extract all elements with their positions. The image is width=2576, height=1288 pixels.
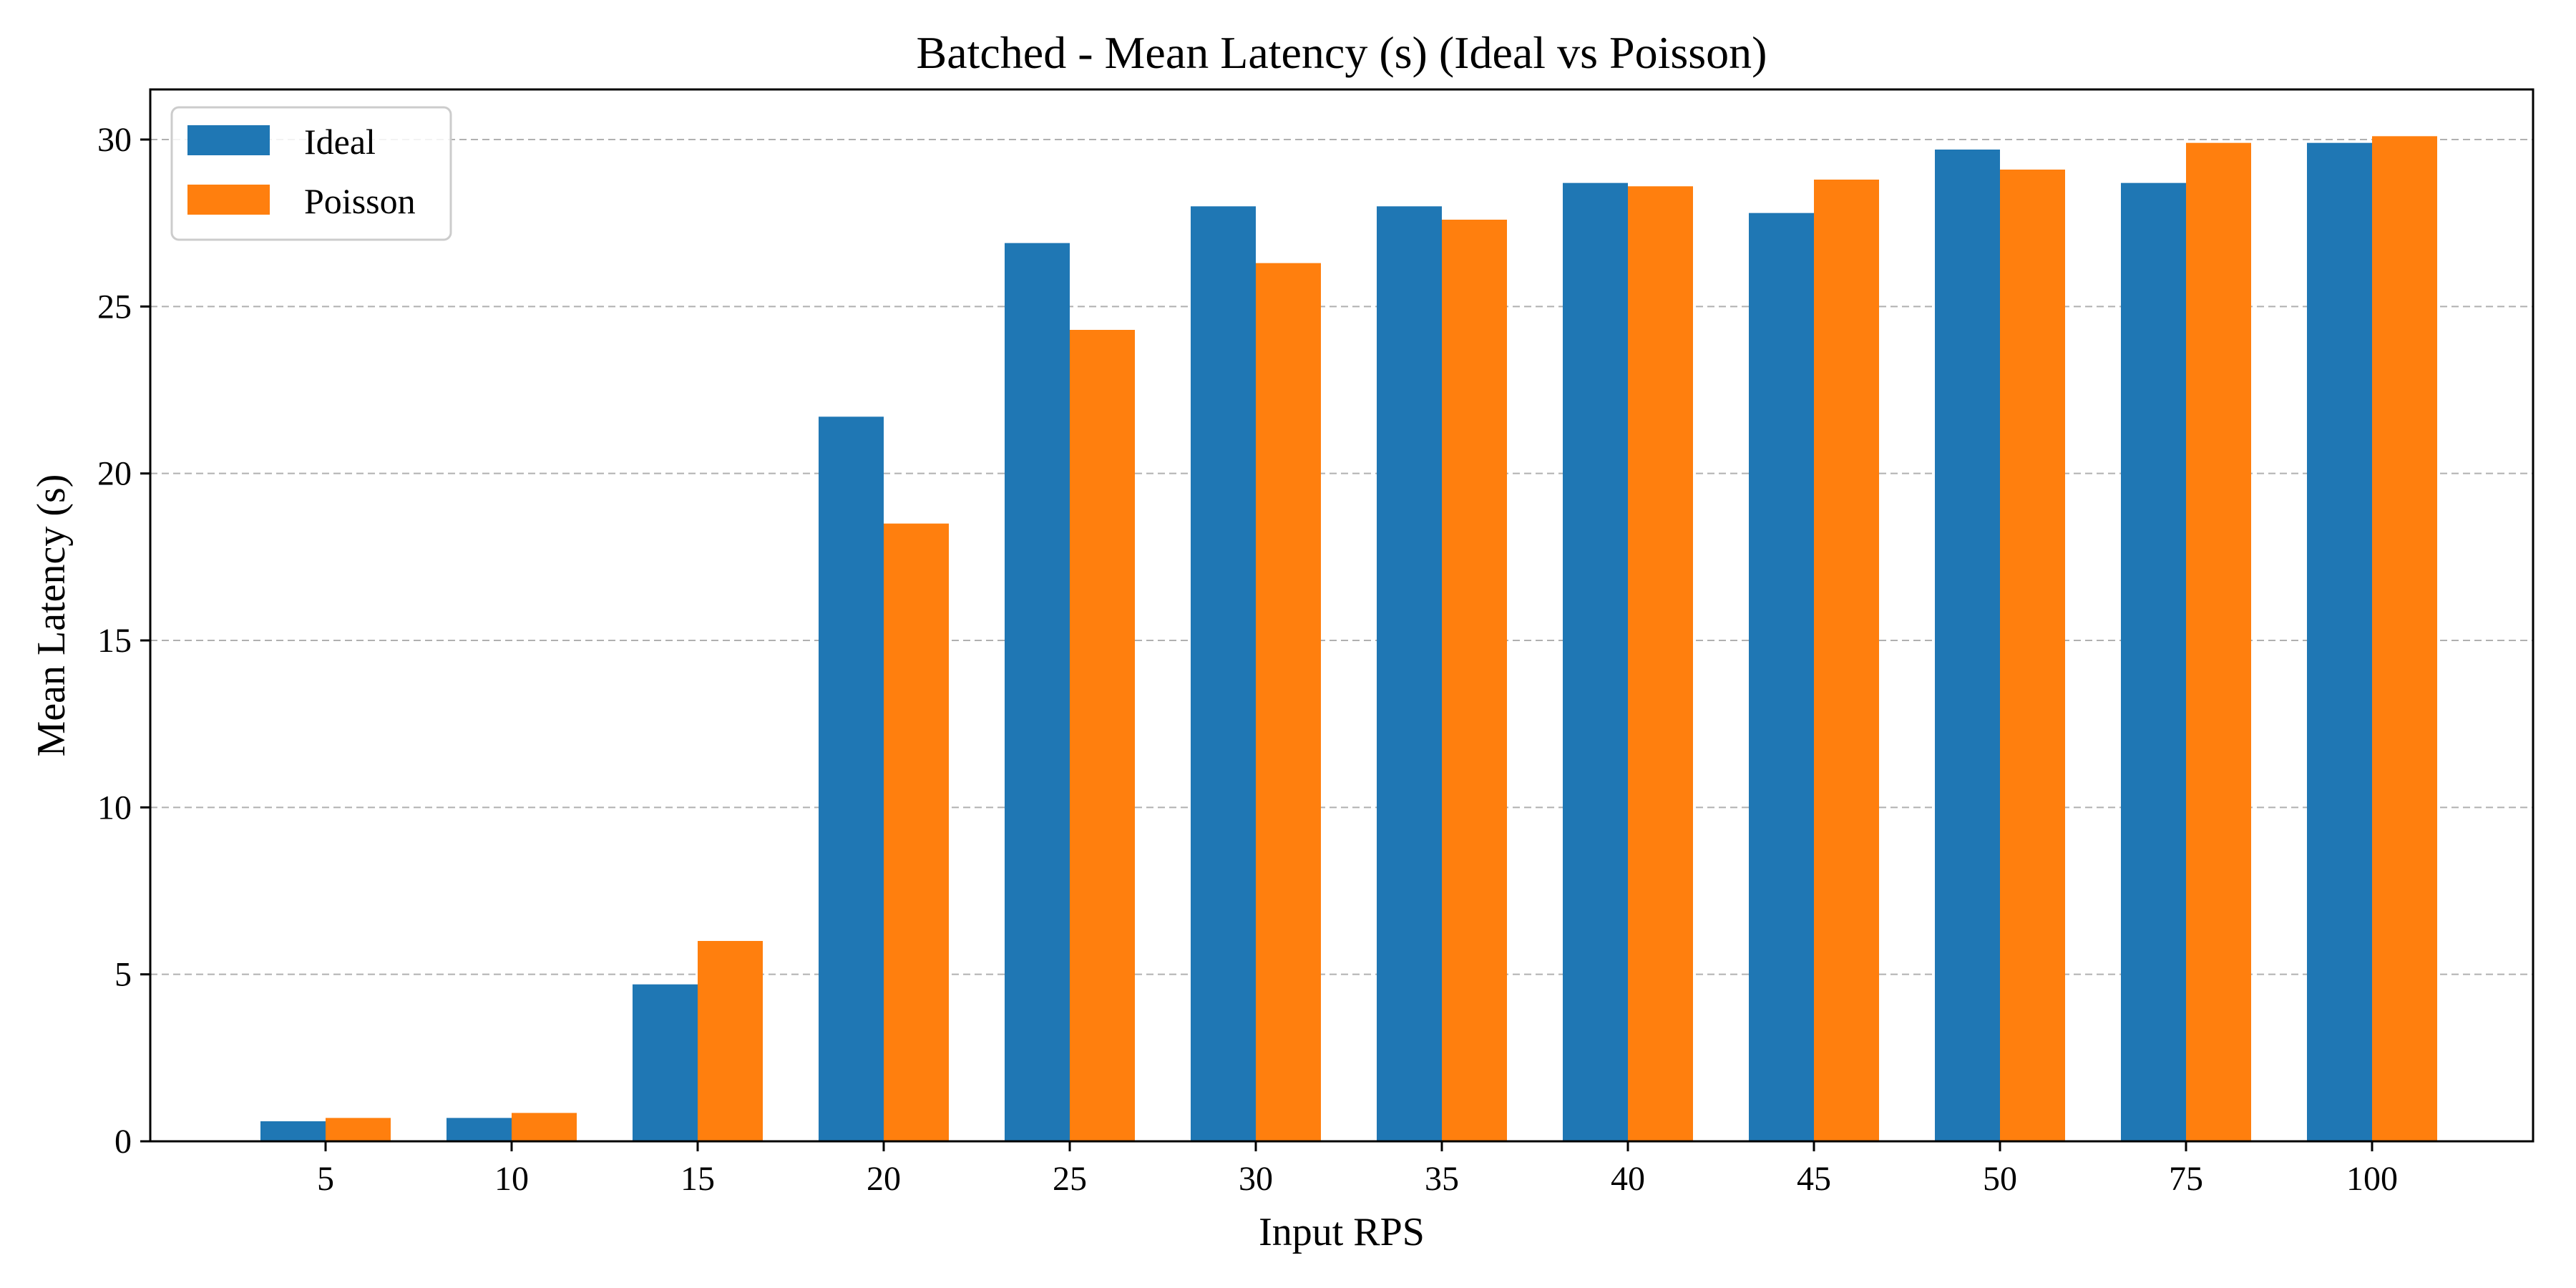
x-tick-label: 30 — [1239, 1160, 1273, 1198]
x-axis-ticks: 5 10 15 20 25 30 35 40 45 50 75 100 — [317, 1141, 2398, 1198]
bar-poisson-10 — [512, 1113, 577, 1141]
y-tick-label: 10 — [97, 789, 132, 826]
x-tick-label: 75 — [2169, 1160, 2203, 1198]
y-axis-label: Mean Latency (s) — [29, 474, 74, 757]
x-tick-label: 100 — [2346, 1160, 2398, 1198]
bar-ideal-20 — [819, 416, 884, 1141]
chart-title: Batched - Mean Latency (s) (Ideal vs Poi… — [917, 27, 1767, 78]
x-tick-label: 45 — [1797, 1160, 1831, 1198]
x-tick-label: 40 — [1611, 1160, 1645, 1198]
bar-poisson-35 — [1442, 220, 1507, 1141]
bar-ideal-45 — [1749, 213, 1814, 1142]
x-tick-label: 25 — [1053, 1160, 1087, 1198]
bar-ideal-15 — [633, 984, 698, 1141]
legend-swatch-ideal — [187, 125, 270, 155]
y-tick-label: 20 — [97, 455, 132, 493]
bar-poisson-5 — [326, 1118, 391, 1141]
bar-ideal-40 — [1563, 182, 1628, 1142]
bar-poisson-50 — [2000, 170, 2065, 1141]
bar-ideal-25 — [1005, 243, 1070, 1142]
x-tick-label: 10 — [494, 1160, 529, 1198]
bar-ideal-30 — [1191, 206, 1256, 1141]
x-tick-label: 15 — [680, 1160, 715, 1198]
legend-label-poisson: Poisson — [304, 181, 416, 221]
legend-swatch-poisson — [187, 185, 270, 215]
y-axis-ticks: 0 5 10 15 20 25 30 — [97, 121, 150, 1161]
bar-poisson-45 — [1814, 180, 1879, 1141]
bar-ideal-75 — [2121, 182, 2186, 1142]
bar-ideal-50 — [1935, 150, 2000, 1141]
bar-poisson-40 — [1628, 186, 1693, 1141]
y-tick-label: 5 — [114, 956, 132, 994]
bar-poisson-25 — [1070, 330, 1135, 1141]
y-tick-label: 25 — [97, 288, 132, 326]
x-axis-label: Input RPS — [1259, 1210, 1425, 1254]
bar-ideal-35 — [1377, 206, 1442, 1141]
bar-ideal-10 — [447, 1118, 512, 1141]
x-tick-label: 50 — [1983, 1160, 2017, 1198]
bar-poisson-100 — [2372, 136, 2437, 1141]
x-tick-label: 5 — [317, 1160, 334, 1198]
bar-poisson-15 — [698, 941, 763, 1141]
y-tick-label: 30 — [97, 121, 132, 159]
y-tick-label: 0 — [114, 1123, 132, 1161]
legend-label-ideal: Ideal — [304, 122, 376, 162]
x-tick-label: 35 — [1425, 1160, 1459, 1198]
bars — [260, 136, 2437, 1142]
bar-poisson-20 — [884, 523, 949, 1141]
plot-frame — [149, 88, 2534, 1143]
bar-poisson-30 — [1256, 263, 1321, 1142]
y-tick-label: 15 — [97, 622, 132, 660]
bar-poisson-75 — [2186, 142, 2251, 1142]
bar-ideal-5 — [260, 1121, 326, 1141]
bar-ideal-100 — [2307, 142, 2372, 1142]
legend: Ideal Poisson — [170, 106, 452, 241]
x-tick-label: 20 — [867, 1160, 901, 1198]
